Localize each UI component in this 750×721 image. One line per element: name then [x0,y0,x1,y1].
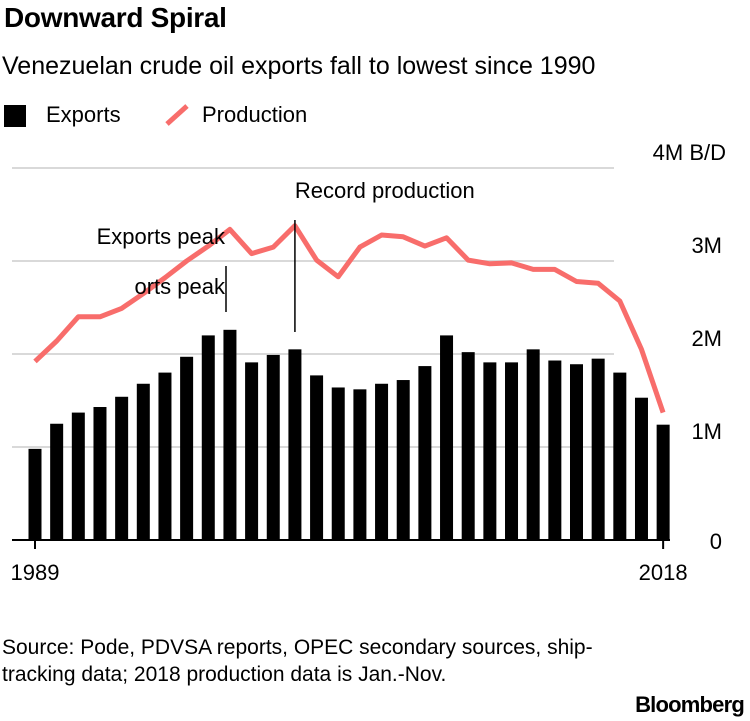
y-tick-label: 3M [691,233,722,258]
export-bar [310,375,324,540]
legend-production-swatch [165,104,189,126]
export-bar [396,380,410,540]
export-bar [266,354,280,540]
chart-subtitle: Venezuelan crude oil exports fall to low… [2,52,596,80]
bloomberg-logo: Bloomberg [635,692,745,717]
record-production-label: Record production [295,178,475,203]
chart-title: Downward Spiral [4,2,227,33]
export-bar [591,358,605,540]
chart-plot: Record production Exports peak orts peak 0… [11,140,726,585]
y-tick-labels: 0 1M 2M 3M 4M B/D [653,140,726,554]
export-bar [548,360,562,540]
y-tick-label: 2M [691,326,722,351]
export-bar [353,389,367,540]
export-bar [505,362,519,540]
export-bar [634,397,648,540]
legend-exports-swatch [4,105,26,127]
y-tick-label: 0 [710,529,722,554]
export-bar [201,335,215,540]
exports-bars [28,329,670,540]
export-bar [331,387,345,540]
export-bar [93,407,107,540]
x-tick-label: 2018 [639,560,688,585]
exports-peak-ghost-label: orts peak [135,274,226,299]
export-bar [461,352,475,540]
export-bar [613,372,627,540]
export-bar [656,424,670,540]
annotations: Record production Exports peak orts peak [97,178,475,332]
legend-exports-label: Exports [46,102,121,127]
export-bar [440,335,454,540]
export-bar [526,349,540,540]
x-tick-label: 1989 [11,560,60,585]
export-bar [28,448,42,540]
production-line-layer [33,223,666,414]
export-bar [483,362,497,540]
export-bar [180,356,194,540]
export-bar [115,396,129,540]
export-bar [158,372,172,540]
y-tick-label: 1M [691,419,722,444]
export-bar [418,366,432,540]
export-bar [71,412,85,540]
production-line [33,223,666,414]
legend-production-label: Production [202,102,308,127]
export-bar [288,349,302,540]
y-tick-label: 4M B/D [653,140,726,165]
export-bar [50,423,64,540]
export-bar [245,362,259,540]
export-bar [223,329,237,540]
export-bar [570,364,583,540]
export-bar [136,383,150,540]
source-note: Source: Pode, PDVSA reports, OPEC second… [2,636,593,686]
export-bar [375,383,389,540]
x-axis: 1989 2018 [11,539,688,585]
exports-peak-label: Exports peak [97,224,226,249]
